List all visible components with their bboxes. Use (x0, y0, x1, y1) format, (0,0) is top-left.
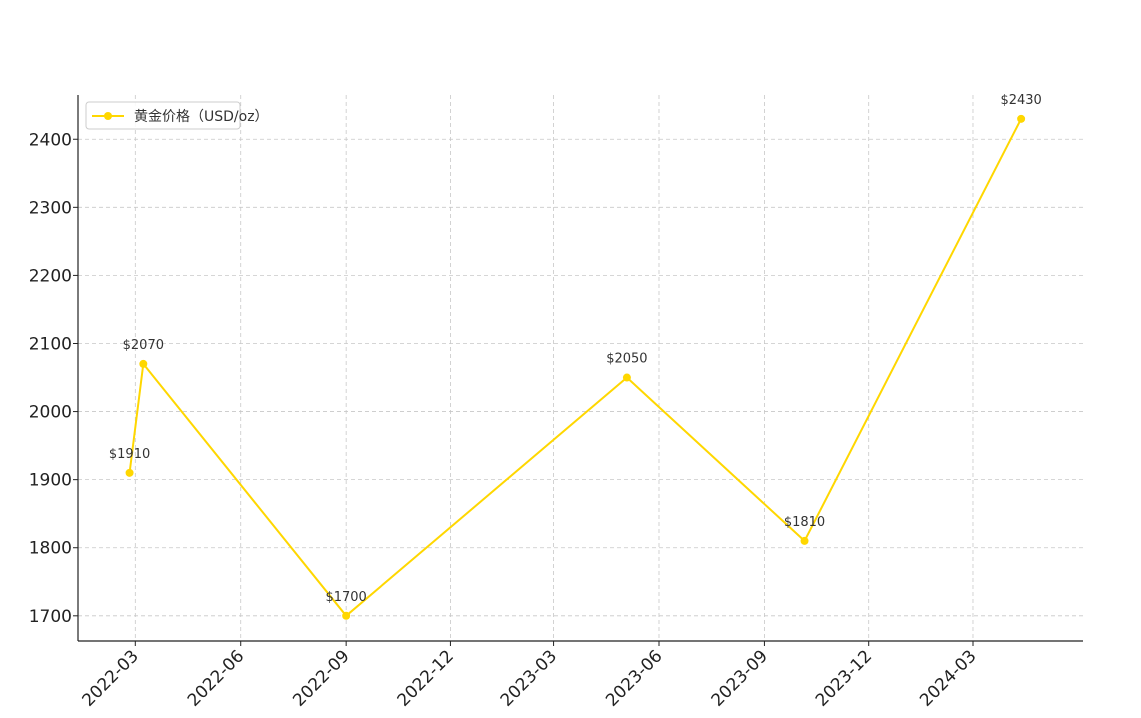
data-point (1017, 114, 1026, 123)
legend: 黄金价格（USD/oz） (85, 101, 269, 130)
y-tick-label: 2400 (29, 130, 72, 150)
series-layer: $1910 $2070 $1700 $2050 $1810 $2430 (109, 93, 1042, 620)
axes (77, 95, 1083, 642)
y-axis-ticks: 1700 1800 1900 2000 2100 2200 2300 2400 (29, 130, 78, 627)
data-point (800, 536, 809, 545)
x-tick-label: 2022-12 (394, 646, 458, 710)
y-tick-label: 2000 (29, 403, 72, 423)
x-tick-label: 2023-12 (812, 646, 876, 710)
y-tick-label: 2100 (29, 334, 72, 354)
x-tick-label: 2022-09 (289, 646, 353, 710)
data-label: $2070 (123, 338, 164, 353)
legend-label: 黄金价格（USD/oz） (134, 108, 269, 125)
legend-marker-swatch (104, 112, 112, 120)
x-tick-label: 2023-06 (602, 646, 666, 710)
series-line (128, 118, 1023, 617)
data-point (622, 373, 631, 382)
y-tick-label: 2300 (29, 198, 72, 218)
x-tick-label: 2022-06 (184, 646, 248, 710)
data-point (125, 468, 134, 477)
grid (78, 95, 1083, 641)
x-tick-label: 2022-03 (78, 646, 142, 710)
x-tick-label: 2023-03 (497, 646, 561, 710)
y-tick-label: 2200 (29, 266, 72, 286)
y-tick-label: 1900 (29, 471, 72, 491)
data-label: $2430 (1000, 93, 1041, 108)
x-tick-label: 2024-03 (916, 646, 980, 710)
x-axis-ticks: 2022-03 2022-06 2022-09 2022-12 2023-03 2023-… (78, 641, 981, 711)
x-tick-label: 2023-09 (708, 646, 772, 710)
data-point (342, 611, 351, 620)
y-tick-label: 1800 (29, 539, 72, 559)
legend-box (85, 101, 241, 130)
data-label: $1910 (109, 447, 150, 462)
data-label: $2050 (606, 352, 647, 367)
data-label: $1700 (325, 590, 366, 605)
y-tick-label: 1700 (29, 607, 72, 627)
data-point (139, 359, 148, 368)
data-label: $1810 (784, 515, 825, 530)
